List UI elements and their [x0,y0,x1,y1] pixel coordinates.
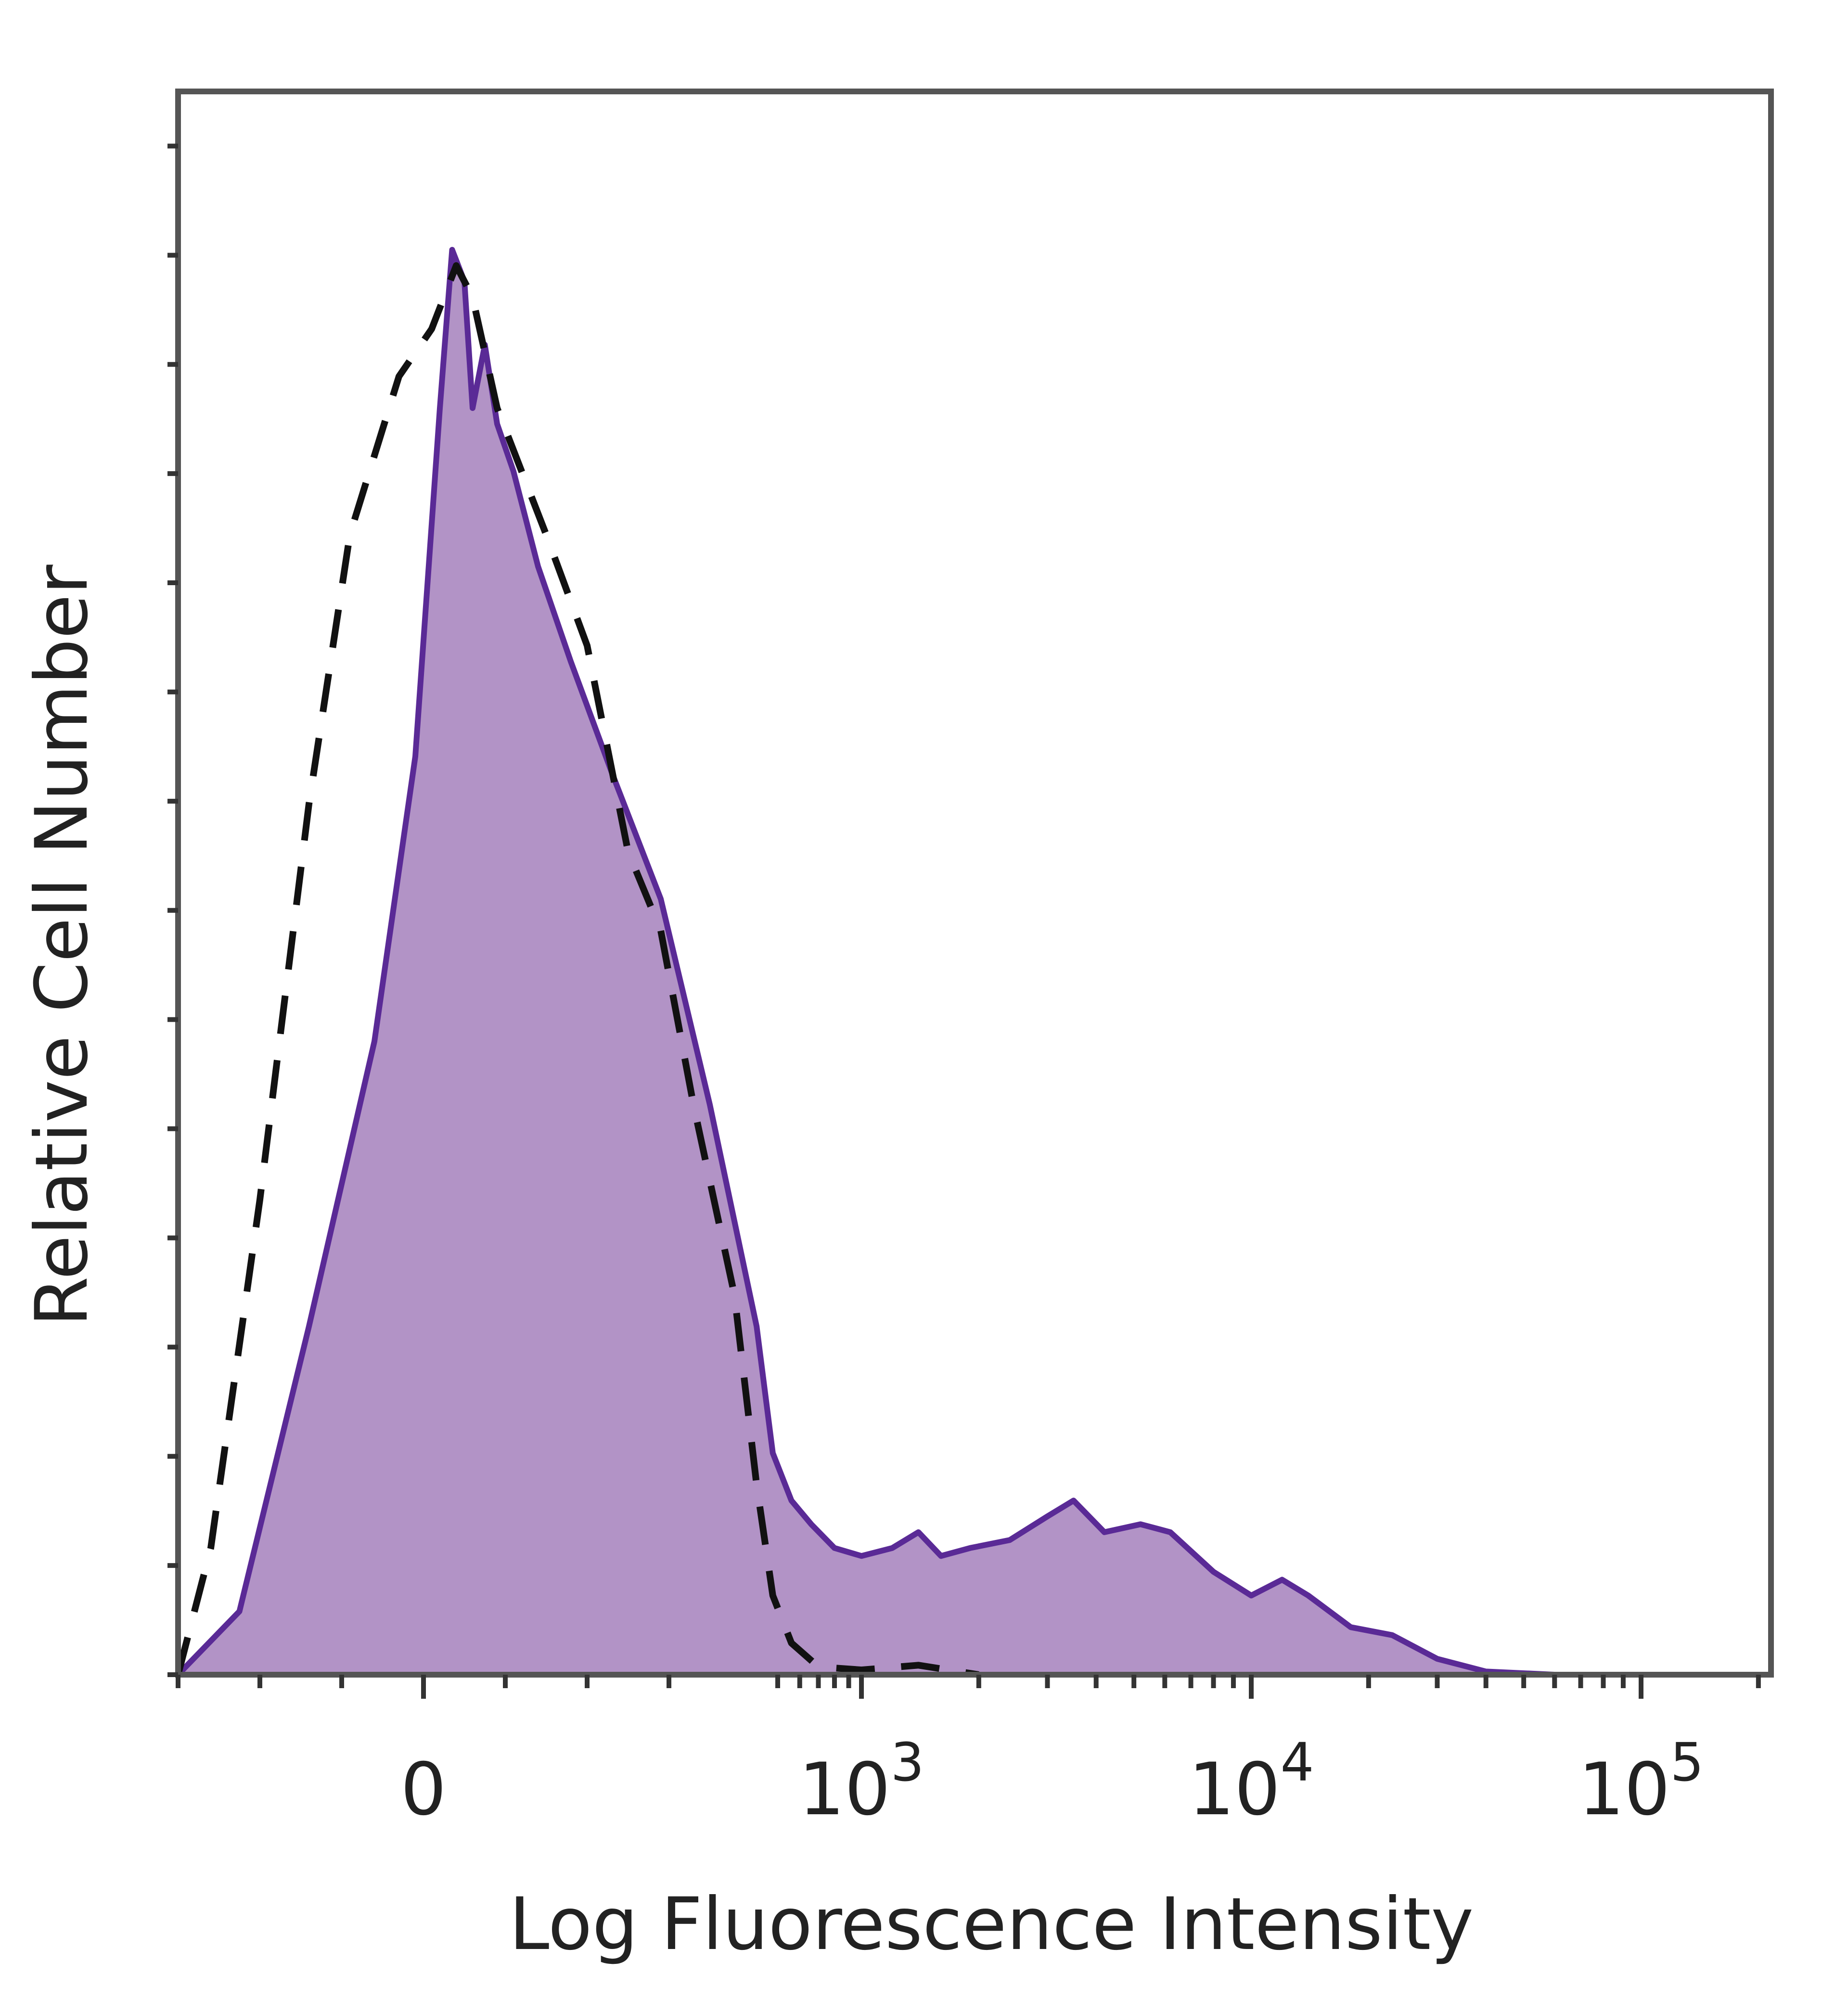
sample-histogram-line [176,247,1758,1678]
x-tick-label: 0 [400,1748,446,1832]
sample-histogram-fill [178,250,1758,1675]
y-axis-ticks [167,143,178,1677]
x-axis-ticks [176,1675,1761,1699]
x-tick-label: 104 [1189,1731,1314,1832]
y-axis-label: Relative Cell Number [20,564,104,1327]
x-axis-tick-labels: 0 103 104 105 [400,1731,1704,1832]
plot-layer [175,247,1758,1678]
control-histogram-line [175,262,979,1678]
plot-frame [175,89,1774,1678]
x-tick-label: 103 [799,1731,924,1832]
x-axis-label: Log Fluorescence Intensity [509,1883,1474,1966]
x-tick-label: 105 [1578,1731,1704,1832]
